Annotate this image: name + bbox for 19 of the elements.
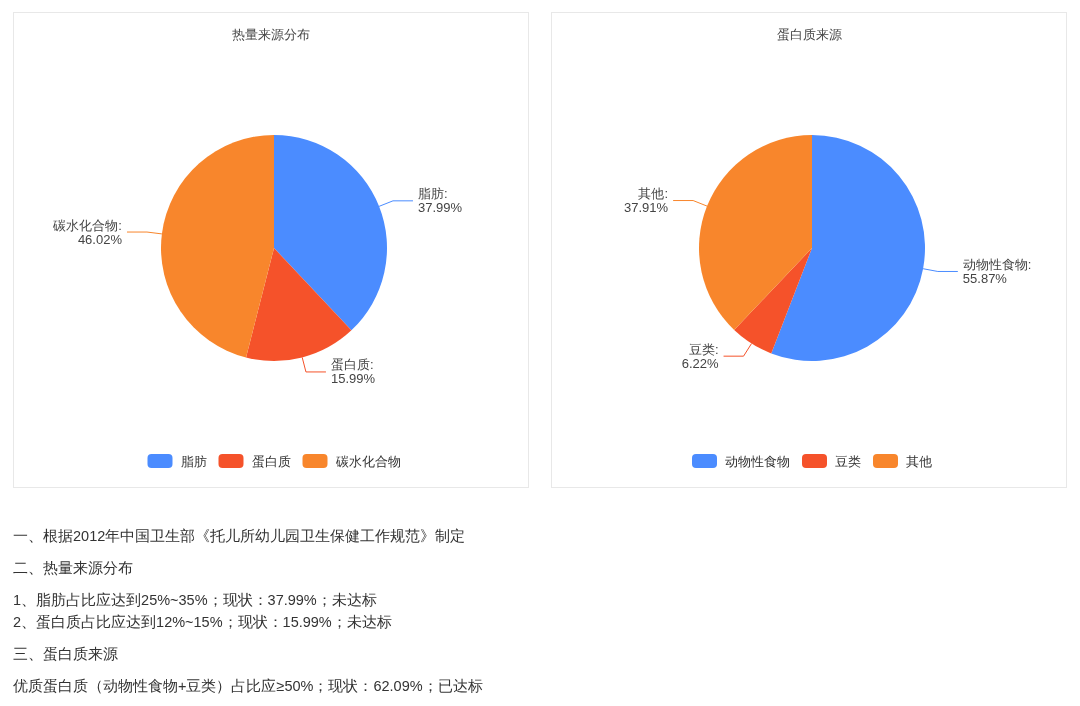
- text: 优质蛋白质（动物性食物+豆类）占比应≥50%；现状：62.09%；已达标: [13, 678, 483, 694]
- chart-title: 蛋白质来源: [776, 27, 842, 42]
- data-label: 动物性食物: 55.87%: [962, 256, 1032, 286]
- chart-title: 热量来源分布: [232, 27, 310, 42]
- text: 一、根据2012年中国卫生部《托儿所幼儿园卫生保健工作规范》制定: [13, 528, 466, 544]
- data-label: 豆类: 6.22%: [681, 341, 719, 371]
- data-label: 脂肪: 37.99%: [418, 186, 463, 216]
- legend-label: 蛋白质: [251, 453, 291, 469]
- data-label: 碳水化合物: 46.02%: [52, 217, 123, 247]
- legend-label: 豆类: [835, 453, 861, 469]
- legend-label: 脂肪: [180, 453, 207, 469]
- data-label: 其他: 37.91%: [624, 186, 669, 216]
- legend-label: 动物性食物: [725, 453, 790, 469]
- text: 1、脂肪占比应达到25%~35%；现状：37.99%；未达标 2、蛋白质占比应达到12%~15%；现状：15.99%；未达标: [13, 592, 392, 630]
- data-label: 蛋白质: 15.99%: [330, 357, 376, 387]
- legend-label: 碳水化合物: [334, 453, 401, 469]
- text: 二、热量来源分布: [13, 560, 133, 576]
- legend-label: 其他: [906, 453, 932, 469]
- text: 三、蛋白质来源: [13, 646, 118, 662]
